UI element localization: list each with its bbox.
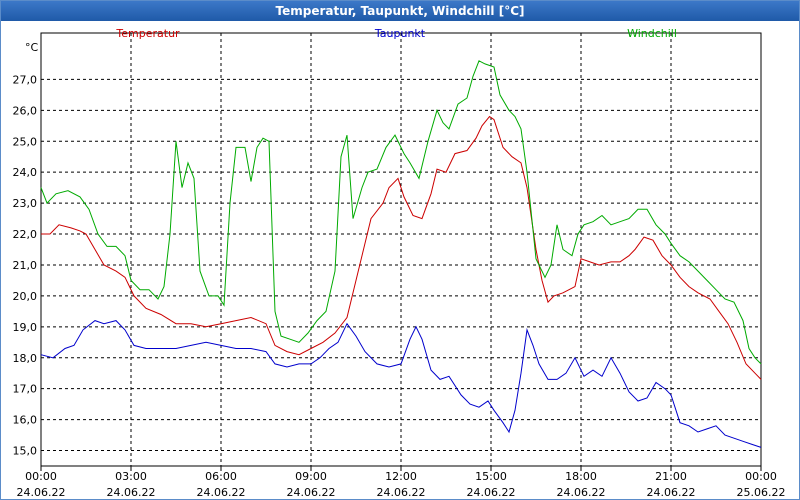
x-tick-time-label: 00:00 <box>745 470 777 483</box>
x-tick-date-label: 24.06.22 <box>197 486 246 499</box>
legend-entry-taupunkt: Taupunkt <box>374 27 426 40</box>
series-line-windchill <box>40 60 762 365</box>
y-tick-label: 23,0 <box>13 197 38 210</box>
x-tick-time-label: 21:00 <box>655 470 687 483</box>
plot-frame <box>40 32 762 467</box>
y-tick-label: 27,0 <box>13 73 38 86</box>
series-line-taupunkt <box>40 320 762 448</box>
x-tick-date-label: 24.06.22 <box>107 486 156 499</box>
legend-entry-windchill: Windchill <box>627 27 677 40</box>
x-tick-date-label: 24.06.22 <box>17 486 66 499</box>
y-tick-label: 15,0 <box>13 445 38 458</box>
x-tick-time-label: 00:00 <box>25 470 57 483</box>
y-tick-label: 18,0 <box>13 352 38 365</box>
y-tick-label: 22,0 <box>13 228 38 241</box>
x-tick-time-label: 06:00 <box>205 470 237 483</box>
y-tick-label: 19,0 <box>13 321 38 334</box>
y-tick-label: 20,0 <box>13 290 38 303</box>
series-lines <box>40 60 762 448</box>
x-tick-date-label: 24.06.22 <box>557 486 606 499</box>
y-tick-label: 25,0 <box>13 135 38 148</box>
line-chart: °C 15,0 16,0 17,0 18,0 19,0 20,0 21,0 22,0 23,0 2… <box>13 27 786 499</box>
chart-title: Temperatur, Taupunkt, Windchill [°C] <box>1 1 799 21</box>
grid-lines <box>41 33 761 466</box>
x-tick-time-label: 18:00 <box>565 470 597 483</box>
legend-entry-temperatur: Temperatur <box>115 27 180 40</box>
series-line-temperatur <box>41 115 762 380</box>
y-tick-label: 17,0 <box>13 383 38 396</box>
axes: 15,0 16,0 17,0 18,0 19,0 20,0 21,0 22,0 23,0 24,0… <box>13 32 786 499</box>
x-tick-date-label: 25.06.22 <box>737 486 786 499</box>
x-tick-date-label: 24.06.22 <box>647 486 696 499</box>
x-tick-time-label: 15:00 <box>475 470 507 483</box>
y-tick-label: 26,0 <box>13 104 38 117</box>
y-tick-label: 24,0 <box>13 166 38 179</box>
y-tick-label: 16,0 <box>13 414 38 427</box>
x-tick-date-label: 24.06.22 <box>467 486 516 499</box>
y-axis-unit-label: °C <box>25 41 39 54</box>
x-tick-time-label: 03:00 <box>115 470 147 483</box>
legend: Temperatur Taupunkt Windchill <box>115 27 677 40</box>
x-tick-date-label: 24.06.22 <box>377 486 426 499</box>
y-tick-label: 21,0 <box>13 259 38 272</box>
x-tick-time-label: 12:00 <box>385 470 417 483</box>
x-tick-time-label: 09:00 <box>295 470 327 483</box>
x-tick-date-label: 24.06.22 <box>287 486 336 499</box>
